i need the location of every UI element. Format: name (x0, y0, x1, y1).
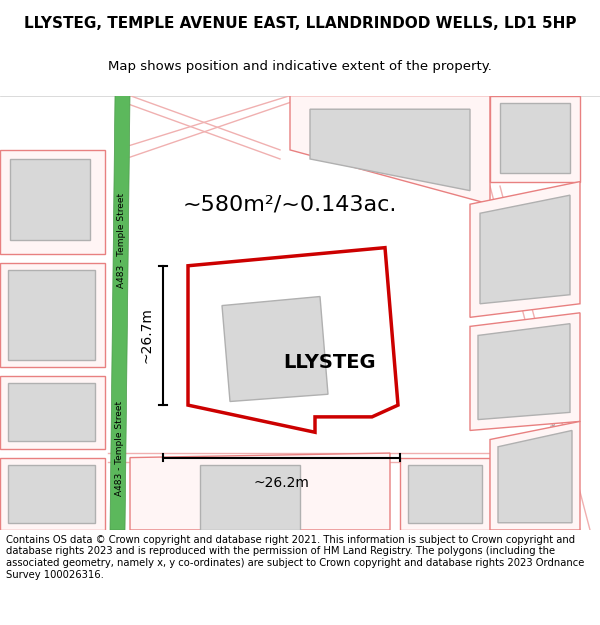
Polygon shape (188, 248, 398, 432)
Polygon shape (498, 431, 572, 522)
Polygon shape (0, 458, 105, 530)
Text: ~26.7m: ~26.7m (140, 308, 154, 363)
Polygon shape (10, 159, 90, 241)
Polygon shape (408, 465, 482, 522)
Polygon shape (470, 312, 580, 431)
Text: Western Promenade: Western Promenade (532, 367, 564, 458)
Text: ~26.2m: ~26.2m (254, 476, 310, 490)
Polygon shape (290, 96, 490, 204)
Text: LLYSTEG: LLYSTEG (284, 353, 376, 372)
Polygon shape (200, 465, 300, 530)
Polygon shape (0, 376, 105, 449)
Polygon shape (400, 458, 490, 530)
Text: LLYSTEG, TEMPLE AVENUE EAST, LLANDRINDOD WELLS, LD1 5HP: LLYSTEG, TEMPLE AVENUE EAST, LLANDRINDOD… (24, 16, 576, 31)
Polygon shape (500, 103, 570, 172)
Polygon shape (8, 465, 95, 522)
Polygon shape (110, 96, 130, 530)
Polygon shape (130, 453, 390, 530)
Text: A483 - Temple Street: A483 - Temple Street (115, 401, 124, 496)
Polygon shape (490, 96, 580, 182)
Polygon shape (310, 109, 470, 191)
Text: A483 - Temple Street: A483 - Temple Street (118, 193, 127, 288)
Text: Contains OS data © Crown copyright and database right 2021. This information is : Contains OS data © Crown copyright and d… (6, 535, 584, 579)
Polygon shape (470, 182, 580, 318)
Polygon shape (8, 270, 95, 360)
Polygon shape (8, 383, 95, 441)
Polygon shape (490, 421, 580, 530)
Text: Map shows position and indicative extent of the property.: Map shows position and indicative extent… (108, 61, 492, 73)
Polygon shape (480, 195, 570, 304)
Polygon shape (222, 296, 328, 401)
Polygon shape (0, 150, 105, 254)
Polygon shape (0, 263, 105, 367)
Polygon shape (478, 324, 570, 419)
Text: ~580m²/~0.143ac.: ~580m²/~0.143ac. (183, 194, 397, 214)
